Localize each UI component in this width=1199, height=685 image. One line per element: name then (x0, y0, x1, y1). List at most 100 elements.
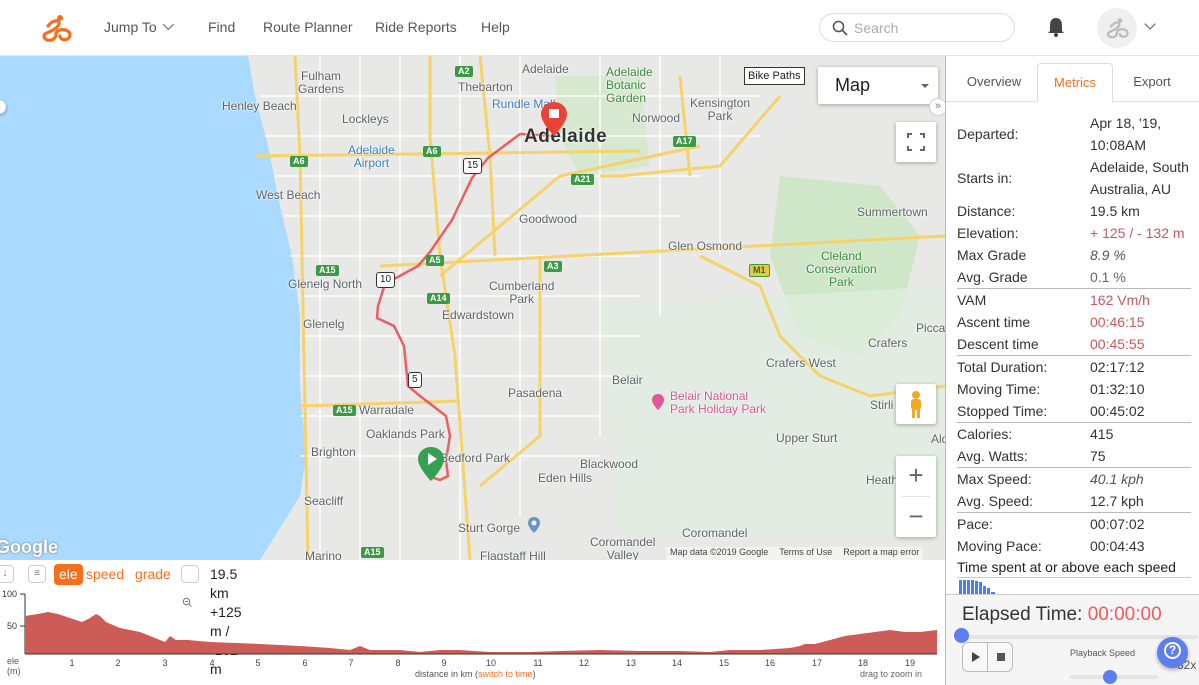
attribution-data: Map data ©2019 Google (670, 547, 769, 557)
svg-text:13: 13 (626, 658, 636, 668)
search-input[interactable] (854, 19, 1004, 37)
svg-text:50: 50 (7, 621, 17, 631)
metric-value: 10:08AM (1090, 137, 1147, 153)
zoom-in-button[interactable]: + (908, 460, 924, 490)
place-label: Warradale (359, 403, 414, 417)
metric-row: Descent time 00:45:55 (957, 333, 1191, 355)
poi-belair-holiday-park[interactable]: Belair National Park Holiday Park (670, 389, 767, 416)
start-marker-icon[interactable] (418, 447, 444, 481)
svg-text:17: 17 (812, 658, 822, 668)
tab-export[interactable]: Export (1133, 74, 1171, 89)
bell-icon[interactable] (1046, 16, 1066, 38)
stop-button[interactable] (988, 643, 1013, 671)
svg-text:12: 12 (579, 658, 589, 668)
tab-grade[interactable]: grade (135, 566, 171, 582)
tab-speed[interactable]: speed (86, 566, 125, 582)
magnifier-icon (182, 597, 192, 607)
metric-label: Max Speed: (957, 471, 1032, 487)
metric-label: VAM (957, 292, 987, 308)
place-label: Pasadena (508, 386, 563, 400)
place-label: Oaklands Park (366, 427, 445, 441)
road-shield: A15 (361, 547, 384, 558)
map-left-handle[interactable] (0, 100, 6, 114)
search-box[interactable] (819, 13, 1015, 42)
metric-value: 0.1 % (1090, 269, 1126, 285)
place-label: Blackwood (580, 457, 639, 471)
map-type-select[interactable]: Map (818, 67, 938, 104)
ride-details-panel: Overview Metrics Export Departed: Apr 18,… (945, 56, 1199, 685)
metric-row: Moving Time: 01:32:10 (957, 378, 1191, 400)
metric-value: + 125 / - 132 m (1090, 225, 1185, 241)
road-shield: A6 (290, 156, 308, 167)
download-button[interactable]: ↓ (0, 565, 14, 583)
place-label: Goodwood (519, 212, 578, 226)
km-marker: 10 (376, 272, 396, 288)
playback-timeline-knob[interactable] (954, 628, 969, 643)
switch-to-time-link[interactable]: switch to time (478, 669, 533, 679)
playback-timeline-slider[interactable] (960, 635, 1198, 639)
metric-value: 75 (1090, 448, 1106, 464)
road-shield: A17 (673, 136, 696, 147)
nav-help[interactable]: Help (481, 19, 510, 35)
svg-text:19: 19 (905, 658, 915, 668)
logo-cyclist-icon[interactable] (36, 14, 76, 42)
place-label: Belair (612, 373, 643, 387)
playback-speed-knob[interactable] (1103, 670, 1117, 684)
place-label: Henley Beach (222, 99, 297, 113)
report-map-error-link[interactable]: Report a map error (843, 547, 920, 557)
elevation-chart-panel: ↓ ≡ ele speed grade 19.5 km +125 m / -13… (0, 560, 945, 685)
svg-text:16: 16 (765, 658, 775, 668)
tab-overview[interactable]: Overview (966, 74, 1022, 89)
road-shield: A3 (544, 261, 562, 272)
metric-label: Stopped Time: (957, 403, 1048, 419)
svg-text:2: 2 (115, 658, 120, 668)
zoom-chart-button[interactable] (181, 565, 199, 607)
nav-route-planner[interactable]: Route Planner (263, 19, 353, 35)
x-axis-label: distance in km (switch to time) (415, 669, 536, 679)
km-marker: 5 (408, 372, 422, 388)
road-shield: A5 (426, 255, 444, 266)
place-label: Ald (931, 432, 945, 446)
drag-zoom-hint: drag to zoom in (860, 669, 923, 679)
route-map[interactable]: Fulham Gardens Henley Beach Lockleys Adel… (0, 56, 945, 560)
elevation-plot[interactable]: 100 50 1 2 3 4 5 6 7 8 9 10 11 12 13 14 15 16 17 18 19 (0, 588, 945, 668)
play-button[interactable] (963, 643, 988, 671)
top-navigation: Jump To Find Route Planner Ride Reports … (0, 0, 1199, 56)
metric-row: Calories: 415 (957, 422, 1191, 445)
road-shield: A15 (316, 265, 339, 276)
place-label: West Beach (256, 188, 321, 202)
road-shield: M1 (749, 264, 770, 277)
place-label: Adelaide (522, 62, 569, 76)
metric-label: Max Grade (957, 247, 1027, 263)
nav-jump-to-label: Jump To (104, 19, 157, 35)
nav-find[interactable]: Find (208, 19, 236, 35)
metric-row: Elevation: + 125 / - 132 m (957, 222, 1191, 244)
metric-value: 12.7 kph (1090, 493, 1144, 509)
tab-ele[interactable]: ele (54, 564, 83, 585)
end-marker-icon[interactable] (541, 102, 567, 136)
metric-value: Australia, AU (1090, 181, 1171, 197)
expand-panel-button[interactable]: » (929, 98, 945, 116)
metric-label: Moving Time: (957, 381, 1041, 397)
svg-text:3: 3 (162, 658, 167, 668)
y-label-ele: ele (7, 656, 20, 666)
account-chevron-down-icon[interactable] (1144, 18, 1156, 30)
nav-ride-reports[interactable]: Ride Reports (375, 19, 457, 35)
tab-metrics[interactable]: Metrics (1037, 63, 1113, 103)
metric-row: Departed: Apr 18, '19, 10:08AM (957, 112, 1191, 156)
metric-value: 162 Vm/h (1090, 292, 1150, 308)
place-label: Adelaide Airport (348, 143, 395, 170)
fullscreen-button[interactable] (896, 122, 936, 162)
zoom-controls: + − (896, 456, 936, 537)
nav-jump-to[interactable]: Jump To (104, 18, 174, 35)
street-view-pegman[interactable] (896, 384, 936, 424)
terms-link[interactable]: Terms of Use (779, 547, 833, 557)
avatar[interactable] (1097, 8, 1137, 48)
menu-button[interactable]: ≡ (28, 565, 46, 583)
place-label: Edwardstown (442, 308, 515, 322)
metric-label: Elevation: (957, 225, 1019, 241)
zoom-out-button[interactable]: − (908, 501, 924, 531)
park-pin-icon (528, 517, 540, 533)
bike-paths-toggle[interactable]: Bike Paths (744, 67, 805, 85)
help-button[interactable] (1157, 637, 1188, 668)
